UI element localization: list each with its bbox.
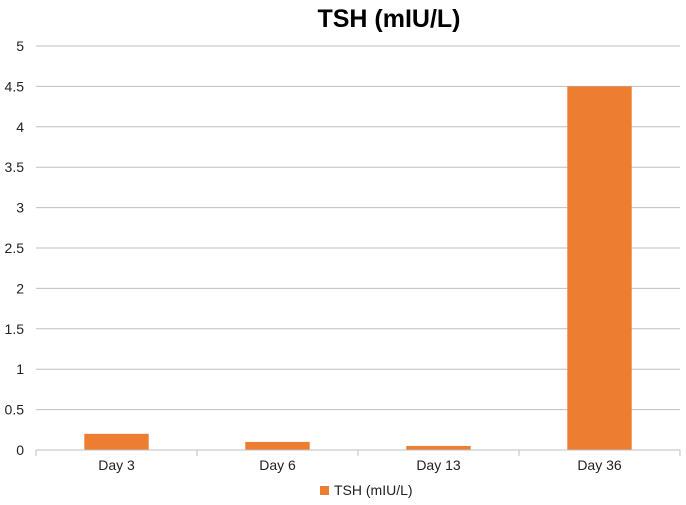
x-tick-label: Day 3	[98, 457, 135, 473]
x-tick-label: Day 6	[259, 457, 296, 473]
y-tick-label: 5	[16, 38, 24, 54]
bar	[84, 433, 149, 450]
y-tick-label: 1	[16, 361, 24, 377]
x-tick-label: Day 36	[577, 457, 622, 473]
y-tick-label: 4	[16, 119, 24, 135]
y-tick-label: 4.5	[5, 78, 25, 94]
y-tick-label: 0	[16, 442, 24, 458]
y-tick-label: 3	[16, 200, 24, 216]
legend: TSH (mIU/L)	[320, 482, 413, 498]
x-axis: Day 3 Day 6 Day 13 Day 36	[35, 449, 681, 473]
grid-lines	[36, 45, 680, 411]
x-tick-label: Day 13	[416, 457, 461, 473]
y-tick-label: 0.5	[5, 402, 25, 418]
bar	[406, 445, 471, 450]
legend-label: TSH (mIU/L)	[334, 482, 413, 498]
y-tick-label: 2	[16, 280, 24, 296]
y-axis: 0 0.5 1 1.5 2 2.5 3 3.5 4 4.5 5	[5, 38, 25, 458]
bars	[84, 86, 632, 451]
chart-title: TSH (mIU/L)	[317, 5, 460, 33]
legend-swatch	[320, 486, 329, 495]
y-tick-label: 1.5	[5, 321, 25, 337]
bar	[245, 441, 310, 450]
bar	[567, 86, 632, 451]
y-tick-label: 3.5	[5, 159, 25, 175]
y-tick-label: 2.5	[5, 240, 25, 256]
